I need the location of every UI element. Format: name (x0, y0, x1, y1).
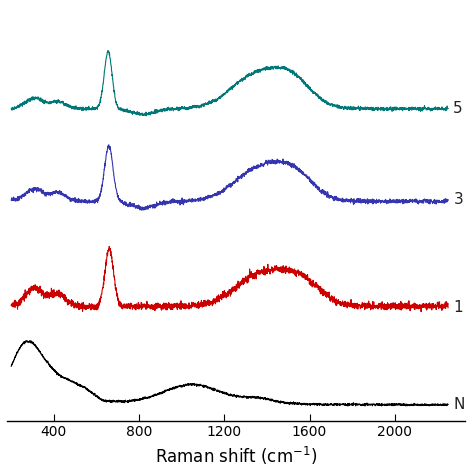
Text: 1: 1 (453, 300, 463, 315)
X-axis label: Raman shift (cm$^{-1}$): Raman shift (cm$^{-1}$) (155, 445, 317, 467)
Text: N: N (453, 397, 465, 412)
Text: 3: 3 (453, 192, 463, 207)
Text: 5: 5 (453, 101, 463, 116)
